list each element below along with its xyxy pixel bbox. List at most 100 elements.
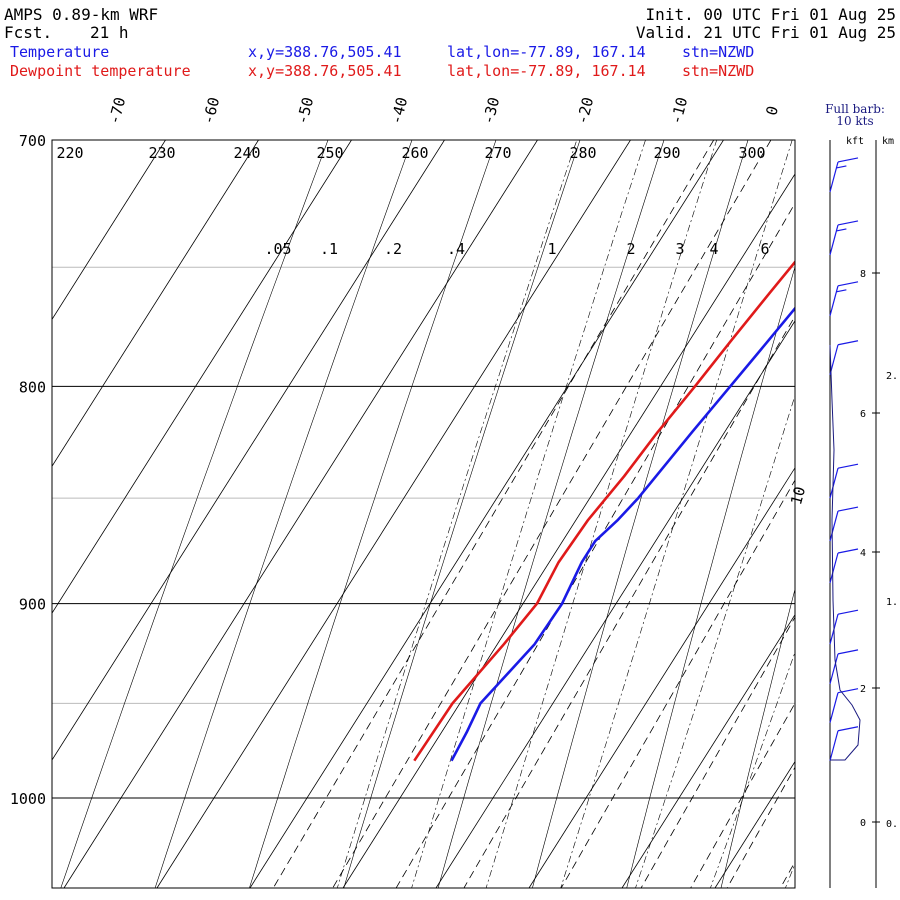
kft-label: kft [846, 136, 864, 147]
wind-barb-staff [829, 510, 839, 542]
mixing-ratio-line [841, 140, 900, 900]
temperature-tick-label: -60 [199, 95, 223, 126]
wind-barb-half [836, 228, 847, 232]
mixing-ratio-line [560, 479, 795, 888]
km-tick-label: 0. [886, 819, 898, 830]
mixing-ratio-label: .2 [384, 240, 402, 258]
kft-tick-label: 8 [860, 269, 866, 280]
wind-barb-staff [829, 285, 839, 316]
wind-barb-half [836, 289, 847, 293]
mixing-ratio-label: 2 [626, 240, 635, 258]
wind-barb-staff [829, 161, 839, 193]
theta-label: 220 [56, 144, 83, 162]
isotherm [342, 173, 795, 888]
dry-adiabat [811, 114, 900, 900]
km-tick-label: 1. [886, 597, 898, 608]
mixing-ratio-line [272, 140, 715, 888]
mixing-ratio-line [395, 202, 795, 888]
temperature-tick-label: -70 [105, 95, 129, 126]
kft-tick-label: 0 [860, 818, 866, 829]
dry-adiabat [437, 140, 665, 888]
pressure-tick-label: 900 [19, 596, 46, 614]
moist-adiabat [560, 140, 793, 888]
dry-adiabat [154, 140, 413, 888]
isotherm [63, 140, 538, 888]
dry-adiabat [60, 140, 329, 888]
dry-adiabat [532, 140, 749, 888]
sounding-series [413, 260, 795, 762]
thermo-background [52, 114, 900, 900]
temperature-tick-label: 0 [762, 104, 782, 117]
wind-barb-staff [829, 653, 839, 685]
temperature-tick-label: -40 [387, 95, 411, 126]
mixing-ratio-label: 6 [760, 240, 769, 258]
valid-time: Valid. 21 UTC Fri 01 Aug 25 [636, 23, 896, 42]
legend-dewpoint-latlon: lat,lon=-77.89, 167.14 [447, 62, 646, 80]
wind-barb-flag [837, 609, 859, 615]
kft-tick-label: 6 [860, 409, 866, 420]
moist-adiabat [336, 140, 578, 888]
temperature-tick-label: -50 [293, 95, 317, 126]
fcst-label: Fcst. [4, 23, 52, 42]
km-tick-label: 2. [886, 371, 898, 382]
legend-dewpoint-xy: x,y=388.76,505.41 [248, 62, 402, 80]
kft-tick-label: 2 [860, 684, 866, 695]
legend-temperature-name: Temperature [10, 43, 109, 61]
wind-barb-staff [829, 468, 839, 499]
temperature-line [450, 306, 795, 762]
moist-adiabat [411, 140, 646, 888]
wind-profile-trace [829, 344, 861, 761]
wind-barb-flag [837, 506, 859, 512]
legend-temperature-latlon: lat,lon=-77.89, 167.14 [447, 43, 646, 61]
wind-barb-staff [829, 730, 839, 761]
wind-barb-flag [837, 548, 859, 554]
mixing-ratio-label: .4 [447, 240, 465, 258]
mixing-ratio-line [726, 766, 795, 888]
temperature-tick-label: 10 [787, 485, 809, 507]
legend-temperature-stn: stn=NZWD [682, 43, 754, 61]
wind-barb-flag [837, 726, 859, 732]
wind-barb-flag [837, 340, 859, 346]
dry-adiabat [343, 140, 581, 888]
isotherm [714, 760, 795, 888]
isotherm [52, 140, 259, 467]
mixing-ratio-line [810, 140, 900, 900]
temperature-tick-label: -20 [573, 95, 597, 126]
theta-label: 230 [148, 144, 175, 162]
wind-barb-staff [829, 552, 839, 584]
dry-adiabat [626, 265, 795, 888]
mixing-ratio-line [332, 140, 772, 888]
wind-barb-half [836, 165, 847, 169]
theta-label: 280 [569, 144, 596, 162]
moist-adiabat [485, 140, 718, 888]
legend-dewpoint-name: Dewpoint temperature [10, 62, 191, 80]
dewpoint-line [413, 260, 795, 762]
mixing-ratio-label: .1 [320, 240, 338, 258]
legend-dewpoint-stn: stn=NZWD [682, 62, 754, 80]
temperature-tick-label: -30 [479, 95, 503, 126]
dry-adiabat [720, 588, 795, 888]
dry-adiabat [249, 140, 497, 888]
isotherm [808, 114, 900, 889]
wind-barb-panel: 8 6 4 2 0 2. 1. 0. [829, 140, 898, 888]
mixing-ratio-label: 1 [547, 240, 556, 258]
isotherm [621, 613, 795, 888]
barb-note-line2: 10 kts [836, 114, 873, 128]
theta-label: 250 [316, 144, 343, 162]
isotherm [52, 140, 445, 761]
mixing-ratio-label: .05 [264, 240, 291, 258]
isotherm [528, 467, 795, 888]
isotherm [52, 140, 352, 614]
wind-barb-flag [837, 281, 859, 287]
temperature-tick-label: -10 [667, 95, 691, 126]
theta-label: 260 [401, 144, 428, 162]
init-time: Init. 00 UTC Fri 01 Aug 25 [646, 5, 896, 24]
wind-barb-staff [829, 692, 839, 723]
mixing-ratio-label: 4 [709, 240, 718, 258]
mixing-ratio-line [690, 702, 795, 888]
kft-tick-label: 4 [860, 548, 866, 559]
moist-adiabat [635, 394, 795, 888]
wind-barb-flag [837, 649, 859, 655]
